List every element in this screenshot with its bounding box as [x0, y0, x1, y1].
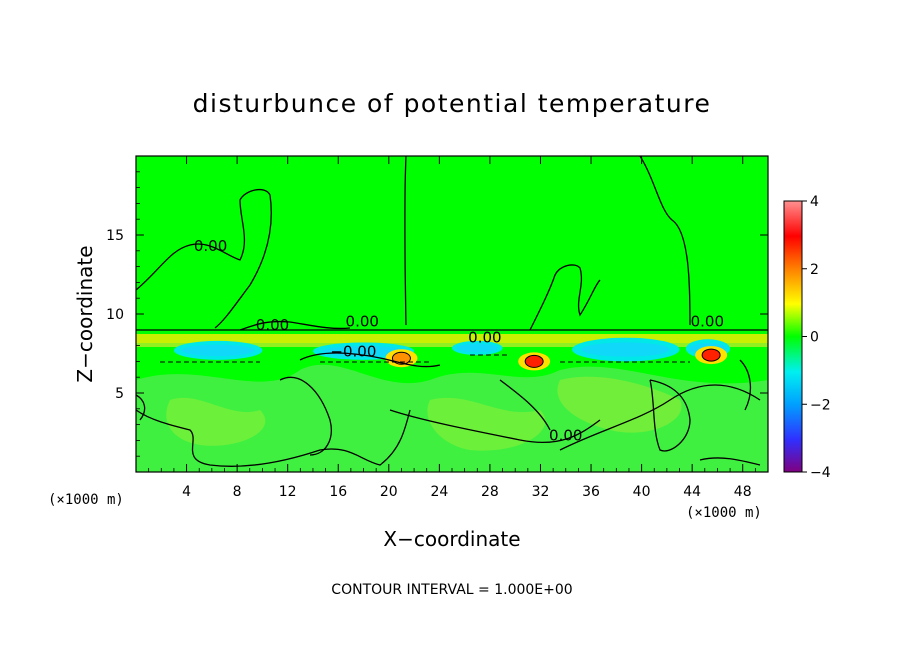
colorbar-tick-label: −2 [810, 397, 831, 413]
x-tick-label: 40 [633, 484, 651, 500]
colorbar-tick-label: 4 [810, 194, 819, 210]
lower-warm-patch-3 [557, 376, 682, 433]
x-tick-label: 28 [481, 484, 499, 500]
contour-interval-note: CONTOUR INTERVAL = 1.000E+00 [331, 582, 572, 598]
x-axis: 4 8 12 16 20 24 28 32 36 40 44 48 [148, 156, 756, 500]
inversion-band-edge [136, 343, 768, 347]
x-tick-label: 32 [532, 484, 550, 500]
contour-line [529, 264, 601, 331]
contour-label: 0.00 [468, 328, 501, 346]
y-tick-label: 10 [106, 307, 124, 323]
contour-label: 0.00 [691, 313, 724, 331]
inversion-band [136, 334, 768, 344]
contour-line [136, 409, 411, 467]
contour-label-layer: 0.00 0.00 0.00 −0.00 0.00 0.00 0.00 [194, 237, 724, 445]
colorbar-tick-label: −4 [810, 465, 831, 481]
y-tick-label: 5 [115, 386, 124, 402]
colorbar-tick-label: 2 [810, 262, 819, 278]
contour-label: −0.00 [330, 343, 376, 361]
contour-label: 0.00 [194, 237, 227, 255]
contour-line [699, 457, 761, 466]
warm-anomaly [701, 348, 721, 362]
x-tick-label: 8 [233, 484, 242, 500]
x-tick-label: 4 [182, 484, 191, 500]
colorbar-ticks: 4 2 0 −2 −4 [802, 194, 831, 481]
x-tick-label: 12 [279, 484, 297, 500]
x-tick-label: 16 [329, 484, 347, 500]
warm-anomaly [524, 354, 544, 368]
contour-lines [136, 156, 768, 467]
warm-anomaly [391, 351, 411, 365]
cold-anomaly-core [456, 343, 499, 353]
contour-line [239, 320, 351, 331]
contour-label: 0.00 [549, 426, 582, 444]
contour-line [559, 384, 761, 451]
chart-title: disturbunce of potential temperature [193, 89, 712, 118]
contour-label: 0.00 [256, 316, 289, 334]
x-tick-label: 36 [582, 484, 600, 500]
lower-warm-patch-2 [427, 397, 546, 451]
y-axis: 5 10 15 [106, 171, 768, 457]
x-tick-label: 48 [734, 484, 752, 500]
y-tick-label: 15 [106, 228, 124, 244]
cold-anomaly-core [181, 344, 255, 357]
lower-warm-patch-1 [166, 397, 266, 446]
negative-contours [160, 354, 690, 363]
contour-line [299, 352, 441, 368]
contour-line [639, 156, 691, 326]
contour-line [279, 376, 332, 456]
contour-line [739, 359, 752, 411]
x-tick-label: 20 [380, 484, 398, 500]
contour-line [136, 394, 146, 421]
contour-label: 0.00 [346, 313, 379, 331]
contour-line [649, 379, 691, 452]
cold-anomaly-core [581, 342, 670, 357]
contour-line [136, 188, 272, 329]
x-axis-unit-right: (×1000 m) [686, 505, 762, 521]
colorbar-tick-label: 0 [810, 330, 819, 346]
y-axis-label: Z−coordinate [73, 245, 97, 382]
x-tick-label: 24 [430, 484, 448, 500]
contour-line [389, 409, 601, 444]
x-tick-label: 44 [683, 484, 701, 500]
colorbar [783, 200, 803, 473]
anomaly-layer [173, 337, 731, 371]
contour-line [404, 156, 407, 326]
x-axis-unit-left: (×1000 m) [48, 492, 124, 508]
plot-area: 0.00 0.00 0.00 −0.00 0.00 0.00 0.00 [136, 156, 768, 472]
contour-line [499, 379, 551, 431]
x-axis-label: X−coordinate [383, 527, 520, 551]
